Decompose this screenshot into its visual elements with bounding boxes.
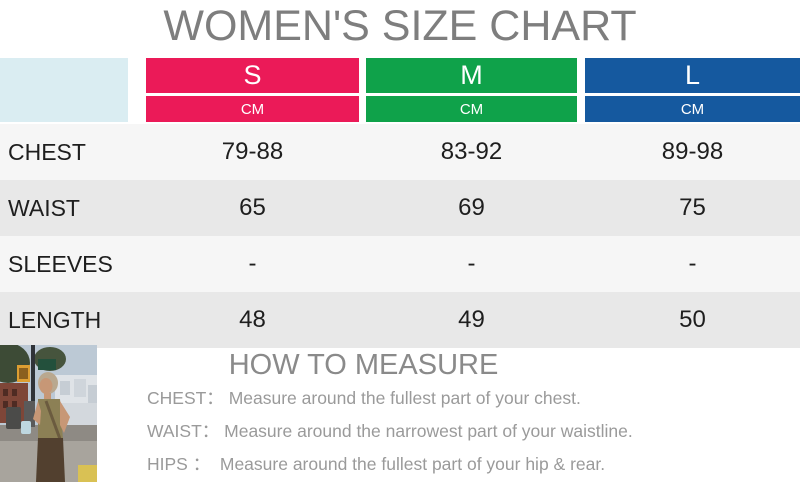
row-label-length: LENGTH xyxy=(8,307,102,333)
measure-label-waist: WAIST： xyxy=(147,421,220,441)
unit-header-m: CM xyxy=(366,96,577,122)
row-label-waist: WAIST xyxy=(8,195,80,221)
waist-value-l: 75 xyxy=(679,194,706,221)
chest-value-l: 89-98 xyxy=(661,138,724,165)
measure-text-waist: Measure around the narrowest part of you… xyxy=(224,421,633,441)
table-row-sleeves: SLEEVES - - - xyxy=(0,236,800,292)
sleeves-value-l: - xyxy=(688,250,697,277)
size-header-s-label: S xyxy=(243,60,262,90)
size-header-l-label: L xyxy=(684,60,701,90)
table-corner-cell xyxy=(0,58,128,122)
length-value-l: 50 xyxy=(679,306,706,333)
chest-value-m: 83-92 xyxy=(440,138,503,165)
how-to-measure-title: HOW TO MEASURE xyxy=(228,349,499,381)
page-title: WOMEN'S SIZE CHART xyxy=(163,2,637,50)
row-label-sleeves: SLEEVES xyxy=(8,251,113,277)
size-table-body: CHEST 79-88 83-92 89-98 WAIST 65 69 75 S… xyxy=(0,124,800,348)
unit-header-s-label: CM xyxy=(240,100,265,118)
unit-header-l: CM xyxy=(585,96,800,122)
sleeves-value-m: - xyxy=(467,250,476,277)
measure-text-chest: Measure around the fullest part of your … xyxy=(228,388,581,408)
measure-line-hips: HIPS ： Measure around the fullest part o… xyxy=(147,448,633,481)
table-row-length: LENGTH 48 49 50 xyxy=(0,292,800,348)
size-header-m: M xyxy=(366,58,577,93)
measure-line-chest: CHEST： Measure around the fullest part o… xyxy=(147,382,633,415)
sleeves-value-s: - xyxy=(248,250,257,277)
model-street-photo xyxy=(0,345,97,482)
waist-value-s: 65 xyxy=(239,194,266,221)
size-header-m-label: M xyxy=(460,60,483,90)
measure-text-hips: Measure around the fullest part of your … xyxy=(219,454,606,474)
length-value-m: 49 xyxy=(458,306,485,333)
unit-header-m-label: CM xyxy=(459,100,484,118)
size-header-l: L xyxy=(585,58,800,93)
row-label-chest: CHEST xyxy=(8,139,86,165)
table-row-waist: WAIST 65 69 75 xyxy=(0,180,800,236)
length-value-s: 48 xyxy=(239,306,266,333)
waist-value-m: 69 xyxy=(458,194,485,221)
measure-label-hips: HIPS ： xyxy=(147,454,211,474)
unit-header-s: CM xyxy=(146,96,359,122)
measure-line-waist: WAIST： Measure around the narrowest part… xyxy=(147,415,633,448)
measure-instructions: CHEST： Measure around the fullest part o… xyxy=(147,382,633,481)
unit-header-l-label: CM xyxy=(680,100,705,118)
chest-value-s: 79-88 xyxy=(221,138,284,165)
table-row-chest: CHEST 79-88 83-92 89-98 xyxy=(0,124,800,180)
measure-label-chest: CHEST： xyxy=(147,388,224,408)
size-header-s: S xyxy=(146,58,359,93)
